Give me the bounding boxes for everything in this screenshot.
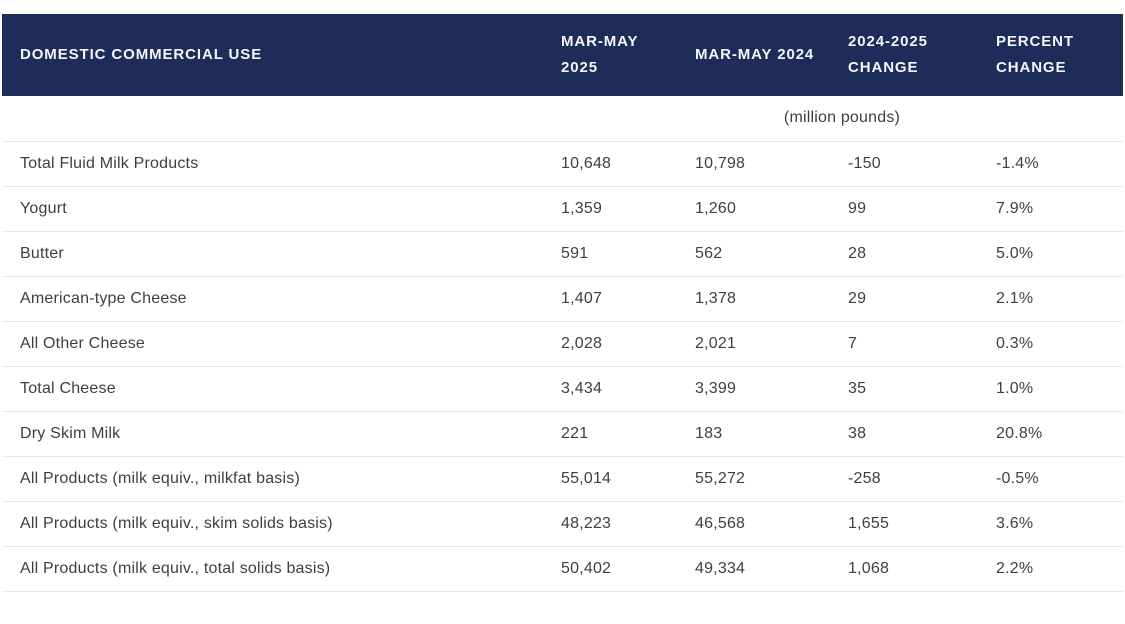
column-header-2024-2025-change: 2024-2025 CHANGE: [848, 33, 928, 76]
table-header: DOMESTIC COMMERCIAL USE MAR-MAY 2025 MAR…: [2, 14, 1123, 96]
cell-change: 29: [848, 289, 867, 307]
cell-mar-may-2025: 221: [561, 424, 589, 442]
cell-mar-may-2025: 50,402: [561, 559, 612, 577]
cell-change: -258: [848, 469, 881, 487]
cell-mar-may-2024: 2,021: [695, 334, 737, 352]
cell-mar-may-2025: 3,434: [561, 379, 603, 397]
cell-mar-may-2025: 48,223: [561, 514, 612, 532]
cell-change: 7: [848, 334, 858, 352]
row-label: Butter: [20, 244, 64, 262]
cell-mar-may-2025: 591: [561, 244, 589, 262]
unit-note-row: (million pounds): [2, 96, 1123, 141]
cell-percent-change: 20.8%: [996, 424, 1043, 442]
cell-mar-may-2025: 1,359: [561, 199, 603, 217]
cell-mar-may-2024: 1,260: [695, 199, 737, 217]
table-row: Total Cheese 3,434 3,399 35 1.0%: [2, 366, 1123, 411]
cell-change: 1,655: [848, 514, 890, 532]
cell-change: 35: [848, 379, 867, 397]
row-label: Total Fluid Milk Products: [20, 154, 199, 172]
row-label: Total Cheese: [20, 379, 116, 397]
cell-mar-may-2025: 10,648: [561, 154, 612, 172]
table-row: All Other Cheese 2,028 2,021 7 0.3%: [2, 321, 1123, 366]
cell-mar-may-2024: 49,334: [695, 559, 746, 577]
cell-percent-change: 7.9%: [996, 199, 1034, 217]
cell-percent-change: 1.0%: [996, 379, 1034, 397]
cell-percent-change: 2.1%: [996, 289, 1034, 307]
table-row: Butter 591 562 28 5.0%: [2, 231, 1123, 276]
unit-note-spacer: [2, 96, 561, 141]
row-label: Yogurt: [20, 199, 67, 217]
cell-mar-may-2025: 2,028: [561, 334, 603, 352]
row-label: All Products (milk equiv., milkfat basis…: [20, 469, 300, 487]
cell-change: 38: [848, 424, 867, 442]
cell-percent-change: -1.4%: [996, 154, 1039, 172]
table-row: All Products (milk equiv., total solids …: [2, 546, 1123, 591]
header-row: DOMESTIC COMMERCIAL USE MAR-MAY 2025 MAR…: [2, 14, 1123, 96]
row-label: All Products (milk equiv., skim solids b…: [20, 514, 333, 532]
row-label: All Products (milk equiv., total solids …: [20, 559, 331, 577]
cell-percent-change: 0.3%: [996, 334, 1034, 352]
cell-mar-may-2024: 1,378: [695, 289, 737, 307]
cell-mar-may-2024: 3,399: [695, 379, 737, 397]
table-row: All Products (milk equiv., milkfat basis…: [2, 456, 1123, 501]
table-body: (million pounds) Total Fluid Milk Produc…: [2, 96, 1123, 591]
cell-change: 28: [848, 244, 867, 262]
table-row: Total Fluid Milk Products 10,648 10,798 -15…: [2, 141, 1123, 186]
domestic-commercial-use-table: DOMESTIC COMMERCIAL USE MAR-MAY 2025 MAR…: [2, 14, 1123, 592]
cell-percent-change: -0.5%: [996, 469, 1039, 487]
cell-mar-may-2024: 183: [695, 424, 723, 442]
cell-mar-may-2025: 1,407: [561, 289, 603, 307]
column-header-mar-may-2025: MAR-MAY 2025: [561, 33, 639, 76]
cell-change: 99: [848, 199, 867, 217]
table-title: DOMESTIC COMMERCIAL USE: [20, 46, 263, 63]
column-header-mar-may-2024: MAR-MAY 2024: [695, 46, 815, 63]
table-row: Dry Skim Milk 221 183 38 20.8%: [2, 411, 1123, 456]
cell-mar-may-2024: 46,568: [695, 514, 746, 532]
row-label: Dry Skim Milk: [20, 424, 121, 442]
table-row: Yogurt 1,359 1,260 99 7.9%: [2, 186, 1123, 231]
cell-mar-may-2024: 55,272: [695, 469, 746, 487]
cell-change: 1,068: [848, 559, 890, 577]
cell-change: -150: [848, 154, 881, 172]
cell-mar-may-2024: 10,798: [695, 154, 746, 172]
cell-percent-change: 3.6%: [996, 514, 1034, 532]
row-label: American-type Cheese: [20, 289, 187, 307]
cell-mar-may-2025: 55,014: [561, 469, 612, 487]
row-label: All Other Cheese: [20, 334, 146, 352]
unit-note: (million pounds): [783, 109, 901, 127]
table-row: American-type Cheese 1,407 1,378 29 2.1%: [2, 276, 1123, 321]
cell-percent-change: 2.2%: [996, 559, 1034, 577]
column-header-percent-change: PERCENT CHANGE: [996, 33, 1074, 76]
table-row: All Products (milk equiv., skim solids b…: [2, 501, 1123, 546]
cell-percent-change: 5.0%: [996, 244, 1034, 262]
page: DOMESTIC COMMERCIAL USE MAR-MAY 2025 MAR…: [2, 14, 1123, 592]
cell-mar-may-2024: 562: [695, 244, 723, 262]
